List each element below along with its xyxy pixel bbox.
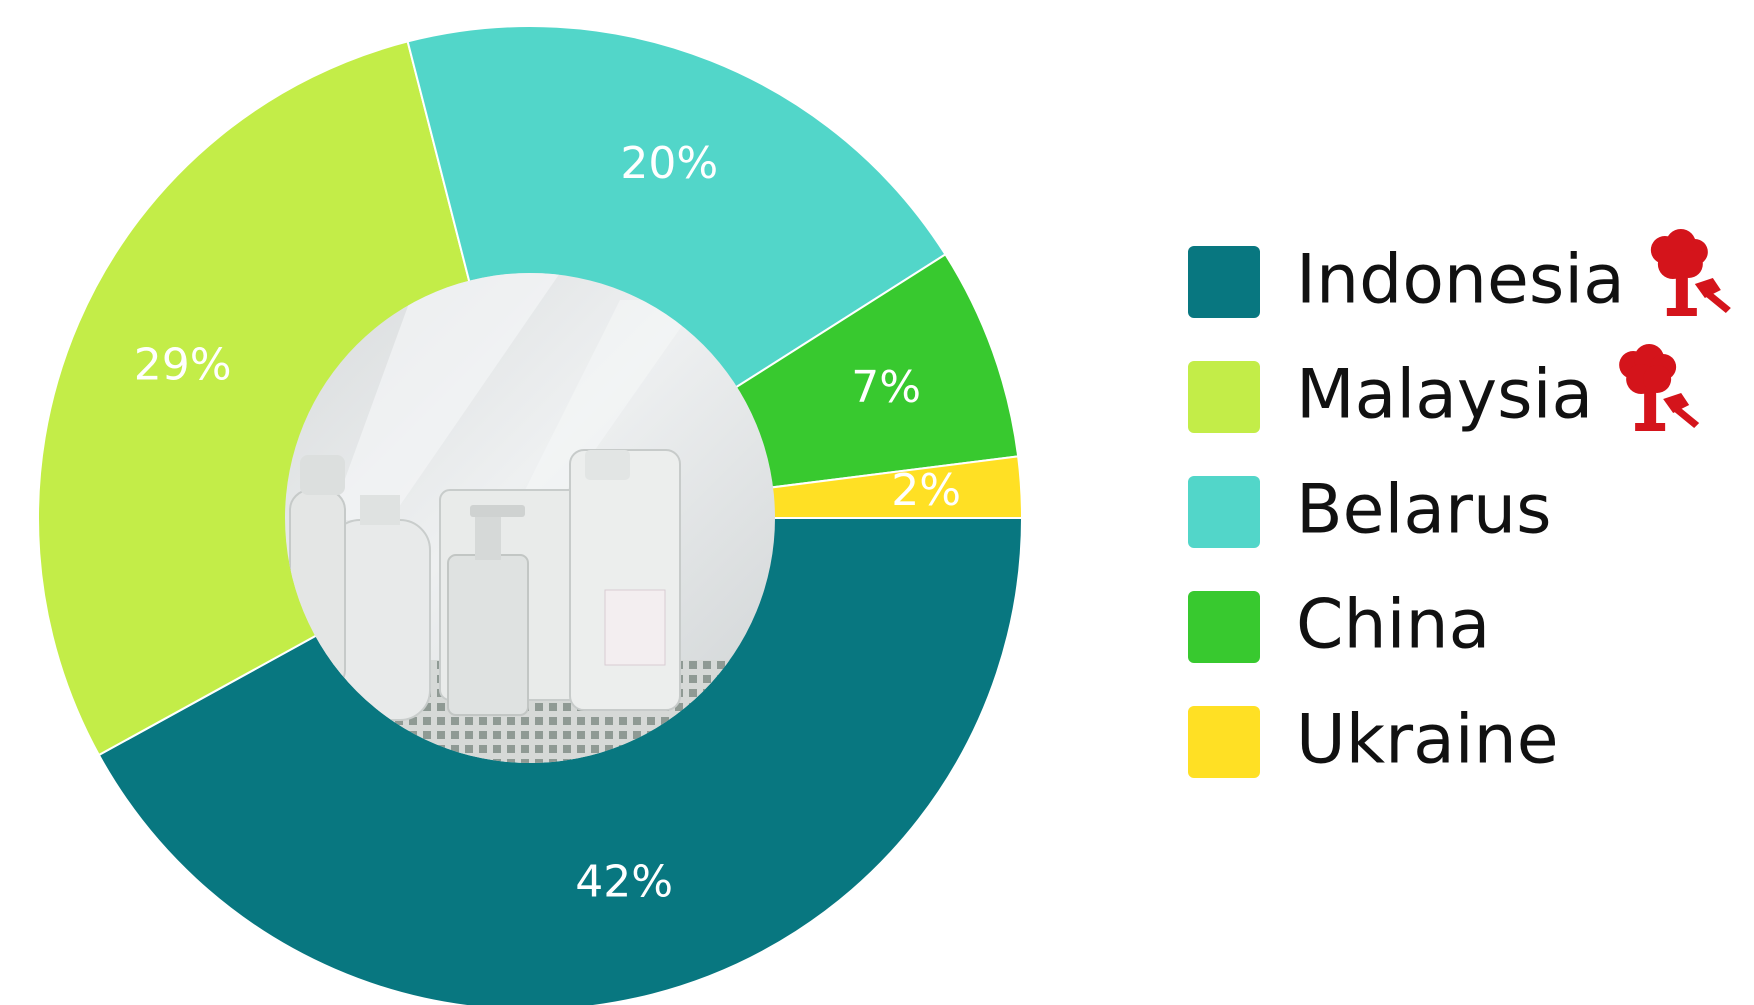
legend-swatch-china <box>1188 591 1260 663</box>
legend-swatch-indonesia <box>1188 246 1260 318</box>
legend: Indonesia Malaysia Belarus China Ukraine <box>1188 229 1731 780</box>
legend-swatch-malaysia <box>1188 361 1260 433</box>
deforestation-tree-axe-icon <box>1650 229 1731 316</box>
legend-label-indonesia: Indonesia <box>1296 241 1625 320</box>
center-photo-cleaning-bottles <box>285 273 775 763</box>
slice-labels: 42% 29% 20% 7% 2% <box>134 138 961 908</box>
legend-label-malaysia: Malaysia <box>1296 356 1593 435</box>
legend-item-belarus: Belarus <box>1188 471 1552 550</box>
legend-item-indonesia: Indonesia <box>1188 241 1625 320</box>
legend-label-ukraine: Ukraine <box>1296 701 1559 780</box>
slice-label-china: 7% <box>851 362 921 413</box>
slice-label-belarus: 20% <box>620 138 718 189</box>
legend-label-china: China <box>1296 586 1490 665</box>
legend-item-ukraine: Ukraine <box>1188 701 1559 780</box>
legend-label-belarus: Belarus <box>1296 471 1552 550</box>
legend-item-malaysia: Malaysia <box>1188 356 1593 435</box>
slice-label-malaysia: 29% <box>134 340 232 391</box>
slice-label-ukraine: 2% <box>891 465 961 516</box>
legend-swatch-ukraine <box>1188 706 1260 778</box>
deforestation-tree-axe-icon <box>1619 344 1700 431</box>
slice-label-indonesia: 42% <box>575 857 673 908</box>
legend-swatch-belarus <box>1188 476 1260 548</box>
legend-item-china: China <box>1188 586 1490 665</box>
